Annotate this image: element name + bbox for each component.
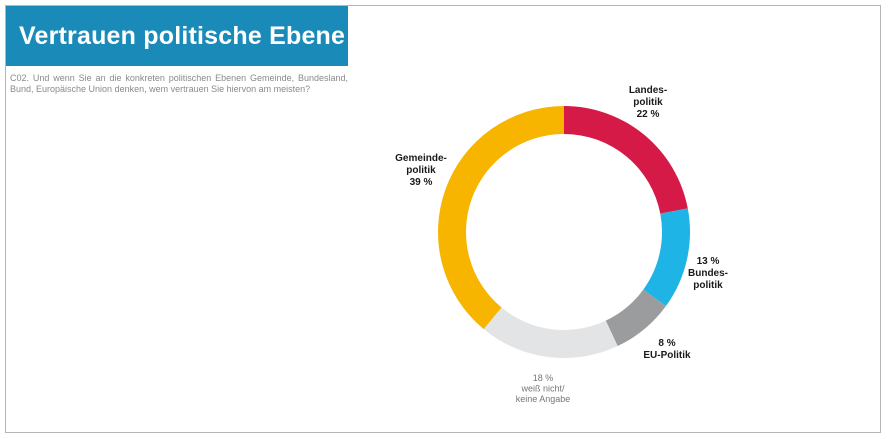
landespolitik-value-label: 22 % [637,109,660,120]
slice-bundespolitik [643,208,690,307]
chart-title: Vertrauen politische Ebene [19,21,346,50]
gemeindepolitik-name-label: Gemeinde- [395,153,447,164]
slice-gemeindepolitik [438,106,564,330]
chart-frame: Vertrauen politische Ebene C02. Und wenn… [5,5,881,433]
landespolitik-name-label: politik [633,97,663,108]
bundespolitik-name-label: politik [693,280,723,291]
landespolitik-name-label: Landes- [629,85,667,96]
gemeindepolitik-value-label: 39 % [410,177,433,188]
gemeindepolitik-name-label: politik [406,165,436,176]
slice-weiss-nicht [483,307,618,358]
bundespolitik-value-label: 13 % [697,256,720,267]
weiss-nicht-value-label: 18 % [533,373,554,383]
eu-politik-name-label: EU-Politik [643,350,691,361]
bundespolitik-name-label: Bundes- [688,268,728,279]
slice-eu-politik [605,289,666,347]
weiss-nicht-name-label: weiß nicht/ [520,384,565,394]
question-text: C02. Und wenn Sie an die konkreten polit… [10,73,348,94]
slice-landespolitik [564,106,688,214]
weiss-nicht-name-label: keine Angabe [516,394,571,404]
eu-politik-value-label: 8 % [658,338,675,349]
title-banner: Vertrauen politische Ebene [6,6,348,66]
